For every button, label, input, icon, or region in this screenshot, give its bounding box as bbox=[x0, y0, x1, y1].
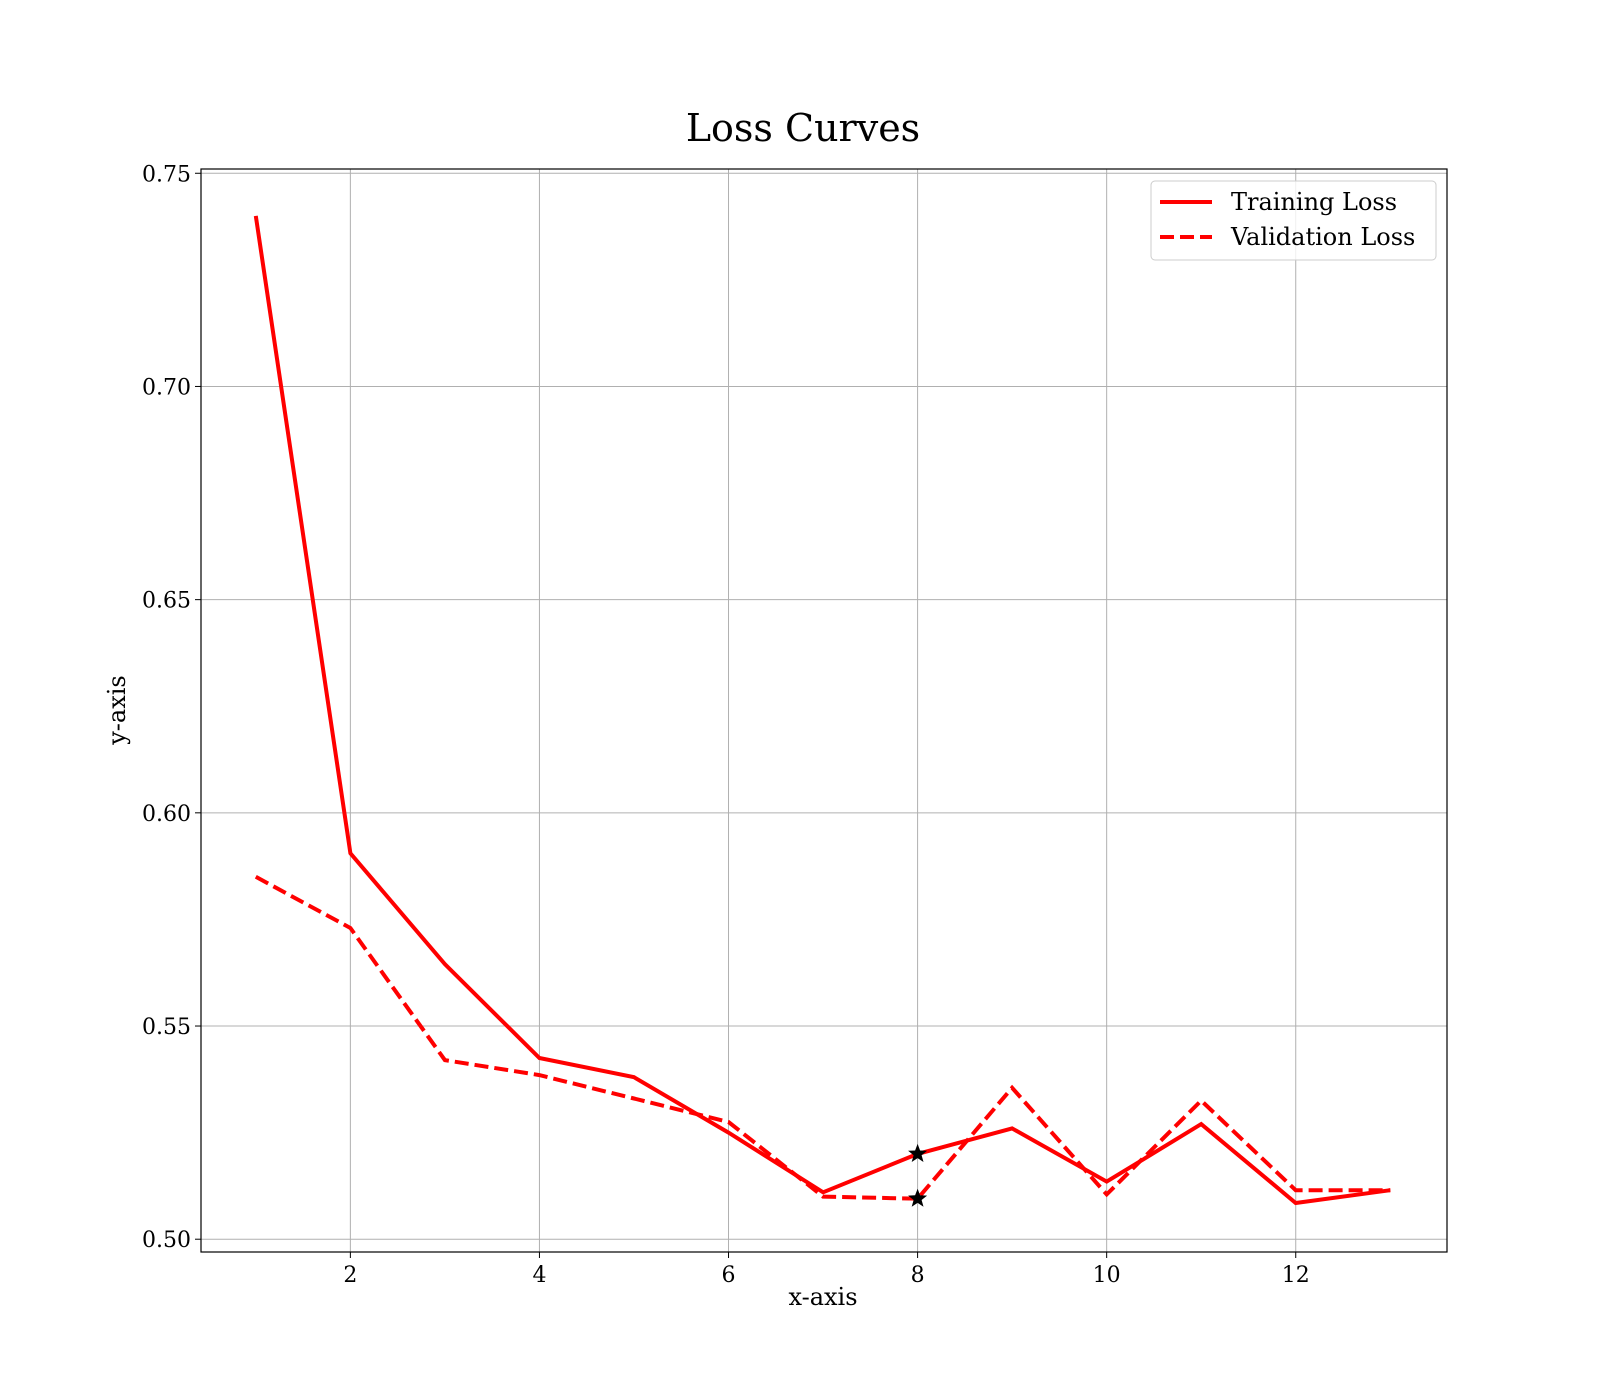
x-tick-label: 8 bbox=[911, 1263, 925, 1288]
plot-frame bbox=[200, 168, 1448, 1253]
validation-loss-line bbox=[254, 875, 1391, 1201]
chart-title: Loss Curves bbox=[686, 106, 920, 150]
y-tick-label: 0.60 bbox=[142, 802, 191, 827]
star-marker bbox=[908, 1188, 928, 1207]
y-tick-label: 0.55 bbox=[142, 1015, 191, 1040]
training-loss-line bbox=[253, 215, 1391, 1206]
legend-label-validation: Validation Loss bbox=[1230, 223, 1415, 251]
y-tick-label: 0.70 bbox=[142, 375, 191, 400]
legend-box bbox=[1150, 180, 1437, 261]
y-tick-label: 0.75 bbox=[142, 162, 191, 187]
y-tick-label: 0.50 bbox=[142, 1228, 191, 1253]
x-tick-label: 12 bbox=[1282, 1263, 1310, 1288]
tick-layer: 2 4 6 8 10 12 0.50 0.55 0.60 0.65 0.70 0.75 bbox=[142, 162, 1310, 1288]
star-marker bbox=[908, 1143, 928, 1162]
series-layer bbox=[253, 215, 1391, 1206]
x-tick-label: 2 bbox=[343, 1263, 357, 1288]
x-tick-label: 10 bbox=[1093, 1263, 1121, 1288]
x-tick-label: 4 bbox=[532, 1263, 546, 1288]
legend: Training Loss Validation Loss bbox=[1150, 180, 1437, 261]
x-tick-label: 6 bbox=[722, 1263, 736, 1288]
y-axis-label: y-axis bbox=[103, 675, 131, 746]
legend-label-training: Training Loss bbox=[1231, 188, 1397, 216]
y-tick-label: 0.65 bbox=[142, 589, 191, 614]
marker-layer bbox=[908, 1143, 928, 1207]
x-axis-label: x-axis bbox=[788, 1283, 857, 1311]
grid-layer bbox=[201, 169, 1447, 1252]
